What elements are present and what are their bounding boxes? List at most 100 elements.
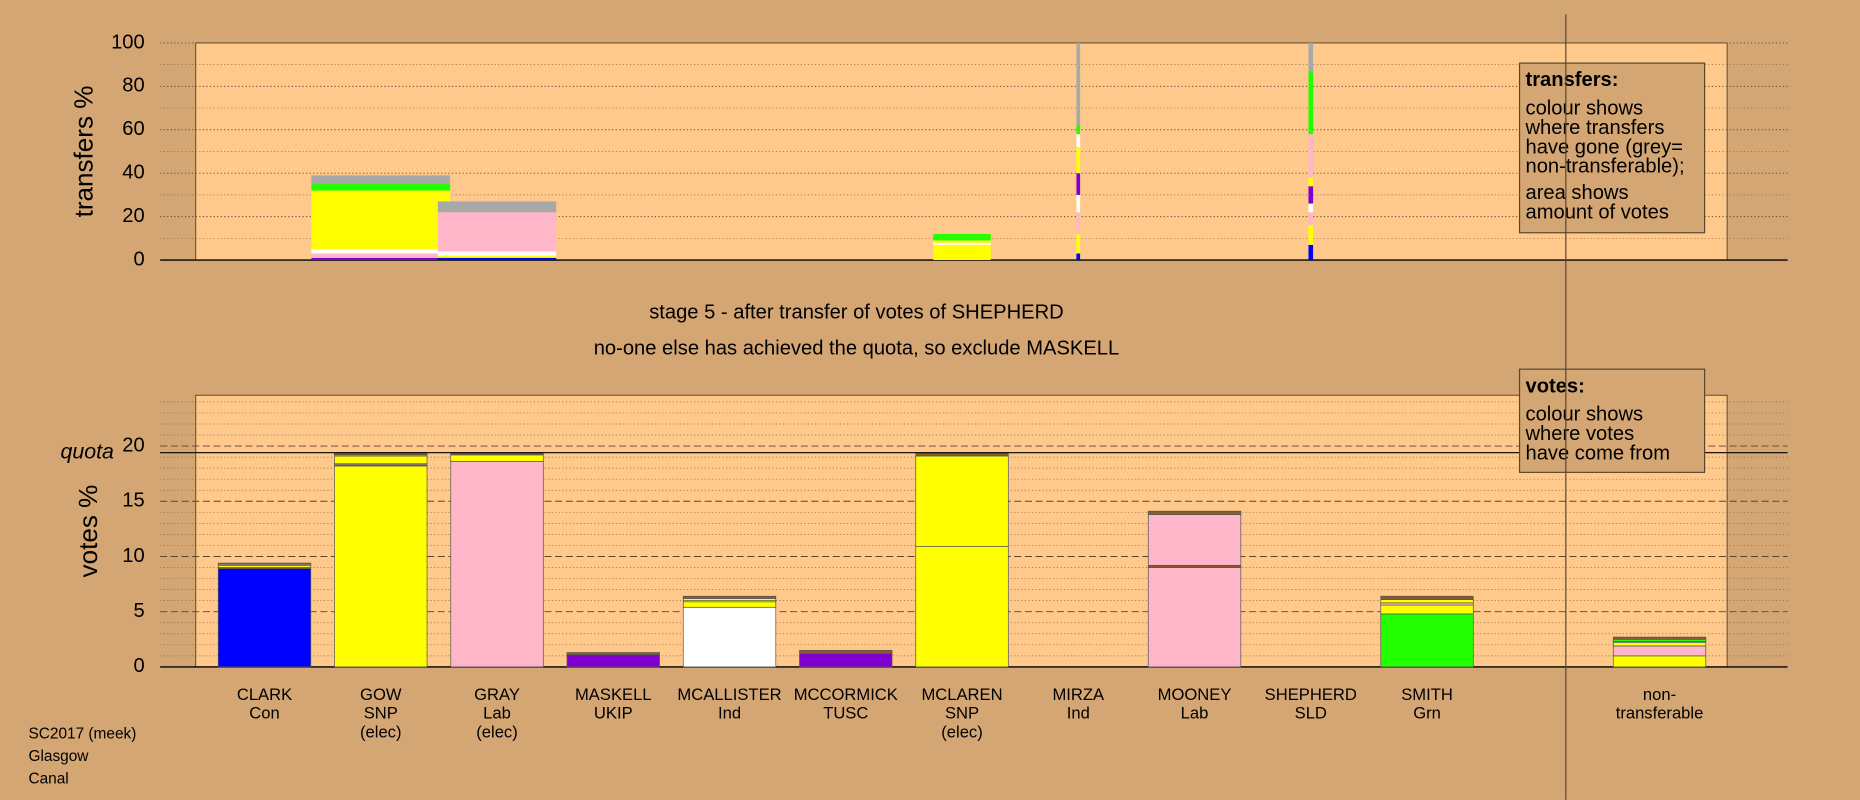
x-tick-label: SHEPHERD [1265, 685, 1357, 704]
bar-segment [1308, 71, 1314, 135]
bar-segment [1308, 186, 1314, 204]
bar-segment [1076, 147, 1081, 174]
bar-segment [933, 233, 991, 241]
stack [1380, 595, 1474, 668]
bar-segment [311, 190, 451, 250]
bar-segment [1380, 595, 1474, 600]
note-line: have come from [1525, 442, 1670, 464]
bar-segment [437, 255, 557, 258]
bar-segment [1308, 212, 1314, 226]
bar-segment [1147, 514, 1242, 566]
y-tick-label: 60 [122, 118, 144, 140]
stack [933, 233, 991, 261]
x-tick-label: transferable [1616, 704, 1704, 723]
bar-segment [1380, 613, 1474, 668]
note-box [1518, 368, 1706, 473]
x-tick-label: SNP [945, 704, 979, 723]
y-axis-label: votes % [73, 485, 103, 578]
bar-segment [1076, 233, 1081, 254]
bar-segment [311, 175, 451, 185]
x-tick-label: Con [249, 704, 279, 723]
bar-segment [1612, 645, 1707, 657]
y-axis-label: transfers % [68, 86, 98, 218]
x-tick-label: SNP [364, 704, 398, 723]
y-tick-label: 20 [122, 205, 144, 227]
bar-segment [311, 249, 451, 254]
x-tick-label: (elec) [360, 723, 402, 742]
y-tick-label: 15 [122, 490, 144, 512]
x-tick-label: Ind [718, 704, 741, 723]
bar-segment [1380, 604, 1474, 615]
note-title: votes: [1525, 375, 1584, 397]
bar-segment [682, 606, 777, 668]
note-line: where votes [1524, 423, 1634, 445]
y-tick-label: 0 [134, 248, 145, 270]
x-tick-label: MOONEY [1158, 685, 1232, 704]
x-tick-label: Grn [1413, 704, 1441, 723]
y-tick-label: 0 [134, 655, 145, 677]
bar-segment [682, 595, 777, 599]
bar-segment [799, 653, 893, 668]
quota-label: quota [60, 439, 114, 463]
bar-segment [1147, 567, 1242, 668]
bar-segment [933, 242, 991, 245]
bar-segment [682, 601, 777, 608]
y-tick-label: 100 [111, 31, 145, 53]
bar-segment [1076, 42, 1081, 126]
note-line: colour shows [1525, 98, 1643, 120]
bar-segment [1308, 244, 1314, 261]
bar-segment [1076, 125, 1081, 135]
y-tick-label: 80 [122, 75, 144, 97]
y-tick-label: 40 [122, 162, 144, 184]
bar-segment [1308, 42, 1314, 72]
bar-segment [311, 257, 451, 261]
bar-segment [217, 562, 312, 565]
bar-segment [1076, 194, 1081, 213]
x-tick-label: Ind [1067, 704, 1090, 723]
bar-segment [1308, 225, 1314, 245]
x-tick-label: GOW [360, 685, 402, 704]
bar-segment [566, 654, 660, 668]
note-line: where transfers [1524, 117, 1664, 139]
bar-segment [1612, 636, 1707, 640]
stage-text: stage 5 - after transfer of votes of SHE… [649, 302, 1064, 324]
bar-segment [799, 649, 893, 655]
stack [437, 201, 557, 261]
bar-segment [1308, 177, 1314, 187]
bar-segment [217, 568, 312, 668]
x-tick-label: non- [1643, 685, 1676, 704]
y-tick-label: 5 [134, 600, 145, 622]
bar-segment [334, 465, 428, 668]
x-tick-label: (elec) [476, 723, 518, 742]
x-tick-label: SMITH [1401, 685, 1453, 704]
note-line: area shows [1525, 182, 1628, 204]
x-tick-label: MIRZA [1052, 685, 1105, 704]
stack [217, 562, 312, 668]
bar-segment [1308, 134, 1314, 178]
bar-segment [1076, 134, 1081, 148]
note-line: colour shows [1525, 404, 1643, 426]
note-box [1518, 62, 1706, 234]
x-tick-label: Lab [1181, 704, 1209, 723]
x-tick-label: (elec) [941, 723, 983, 742]
bar-segment [915, 546, 1009, 668]
stack [1612, 636, 1707, 668]
stack [1308, 42, 1314, 261]
x-tick-label: TUSC [823, 704, 868, 723]
x-tick-label: UKIP [594, 704, 633, 723]
footer-text: Glasgow [28, 748, 89, 765]
note-line: have gone (grey= [1525, 136, 1682, 158]
bar-segment [450, 454, 544, 462]
stack [682, 595, 777, 668]
bar-segment [450, 461, 544, 668]
x-tick-label: GRAY [474, 685, 520, 704]
note-line: amount of votes [1525, 201, 1668, 223]
x-tick-label: MCLAREN [921, 685, 1002, 704]
x-tick-label: MCALLISTER [677, 685, 781, 704]
bar-segment [566, 652, 660, 656]
bar-segment [1147, 510, 1242, 515]
bar-segment [915, 455, 1009, 547]
bar-segment [437, 251, 557, 256]
